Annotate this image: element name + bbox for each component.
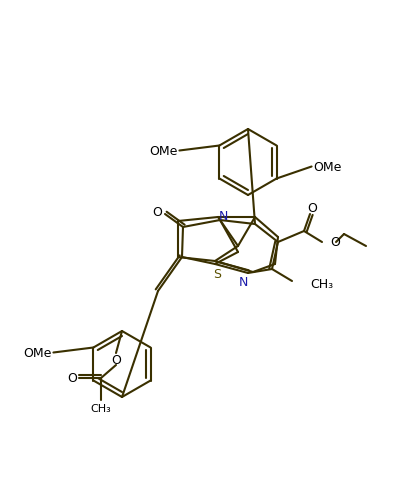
Text: N: N	[238, 275, 248, 288]
Text: O: O	[152, 205, 162, 218]
Text: N: N	[218, 210, 228, 223]
Text: OMe: OMe	[314, 161, 342, 174]
Text: O: O	[330, 236, 340, 249]
Text: S: S	[213, 267, 221, 280]
Text: CH₃: CH₃	[90, 403, 111, 413]
Text: O: O	[67, 372, 77, 385]
Text: CH₃: CH₃	[310, 277, 333, 290]
Text: O: O	[111, 354, 121, 367]
Text: OMe: OMe	[149, 145, 178, 158]
Text: O: O	[307, 201, 317, 214]
Text: OMe: OMe	[23, 346, 51, 359]
